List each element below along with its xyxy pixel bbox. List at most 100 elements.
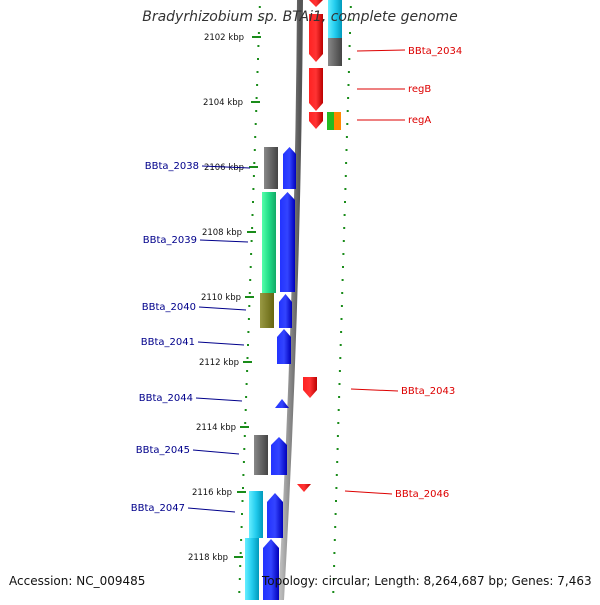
reverse-strand-genes xyxy=(297,0,323,492)
track-dot xyxy=(257,32,260,34)
track-dot xyxy=(241,513,243,515)
track-dot xyxy=(344,188,347,190)
track-dot xyxy=(346,123,349,125)
track-dot xyxy=(349,32,351,34)
track-dot xyxy=(257,45,260,47)
track-dot xyxy=(248,292,251,294)
leader-line xyxy=(195,397,243,402)
track-dot xyxy=(243,448,246,450)
track-dot xyxy=(337,409,340,411)
track-dot xyxy=(239,565,242,567)
map-title: Bradyrhizobium sp. BTAi1, complete genom… xyxy=(142,9,458,25)
track-dot xyxy=(339,344,342,346)
tick-label: 2112 kbp xyxy=(199,358,239,368)
gene-label[interactable]: BBta_2045 xyxy=(136,445,240,456)
leader-line xyxy=(350,388,399,392)
track-dot xyxy=(245,383,248,385)
tick: 2102 kbp xyxy=(204,33,261,43)
gene-arrow-reverse xyxy=(303,377,317,398)
track-dot xyxy=(258,6,261,8)
track-dot xyxy=(349,6,352,8)
track-dot xyxy=(340,305,343,307)
track-dot xyxy=(256,84,259,86)
gene-label-text: BBta_2040 xyxy=(142,302,196,313)
track-dot xyxy=(336,448,339,450)
track-dot xyxy=(251,214,254,216)
gene-label[interactable]: BBta_2040 xyxy=(142,302,247,313)
track-dot xyxy=(343,214,346,216)
gene-label[interactable]: BBta_2047 xyxy=(131,503,236,514)
cog-box-gray xyxy=(254,435,268,475)
cog-box-cyan xyxy=(249,491,263,538)
gene-arrow-forward xyxy=(283,147,296,189)
tick-label: 2102 kbp xyxy=(204,33,244,43)
track-dot xyxy=(255,97,258,99)
track-dot xyxy=(334,513,337,515)
leader-line xyxy=(344,490,393,495)
track-dot xyxy=(338,396,341,398)
scale-ticks: 2102 kbp 2104 kbp 2106 kbp 2108 kbp 2110… xyxy=(188,33,261,563)
cog-box-lime xyxy=(327,112,334,130)
track-dot xyxy=(252,175,255,177)
gene-label[interactable]: BBta_2038 xyxy=(145,161,251,172)
track-dot xyxy=(244,409,247,411)
gene-label-text: BBta_2043 xyxy=(401,386,455,397)
leader-line xyxy=(356,49,406,52)
tick: 2110 kbp xyxy=(201,293,254,303)
track-dot xyxy=(342,240,345,242)
cog-box-gray xyxy=(328,38,342,66)
tick-label: 2118 kbp xyxy=(188,553,228,563)
track-dot xyxy=(251,227,254,229)
track-dot xyxy=(333,552,336,554)
track-dot xyxy=(347,71,350,73)
track-dot xyxy=(332,578,335,580)
track-dot xyxy=(247,331,250,333)
gene-label[interactable]: BBta_2043 xyxy=(350,386,455,397)
gene-label[interactable]: BBta_2039 xyxy=(143,235,249,246)
gene-label[interactable]: regA xyxy=(357,115,431,126)
track-dot xyxy=(248,305,251,307)
gene-label-text: BBta_2038 xyxy=(145,161,199,172)
gene-label[interactable]: BBta_2041 xyxy=(141,337,245,348)
tick: 2108 kbp xyxy=(202,228,256,238)
track-dot xyxy=(242,461,245,463)
track-dot xyxy=(240,539,243,541)
track-dot xyxy=(337,422,340,424)
gene-arrow-reverse xyxy=(297,484,311,492)
dotted-tracks xyxy=(238,6,352,593)
gene-label-text: BBta_2034 xyxy=(408,46,462,57)
gene-label-text: BBta_2044 xyxy=(139,393,193,404)
track-dot xyxy=(342,266,344,268)
track-dot xyxy=(249,266,252,268)
track-dot xyxy=(334,526,337,528)
cog-box-orange xyxy=(334,112,341,130)
tick: 2118 kbp xyxy=(188,553,243,563)
gene-label[interactable]: BBta_2046 xyxy=(344,489,449,500)
gene-label[interactable]: BBta_2044 xyxy=(139,393,243,404)
gene-arrow-forward xyxy=(271,437,287,475)
track-dot xyxy=(239,552,242,554)
track-dot xyxy=(254,123,257,125)
track-dot xyxy=(333,565,336,567)
track-dot xyxy=(252,188,255,190)
gene-label[interactable]: regB xyxy=(357,84,431,95)
gene-arrow-forward xyxy=(275,399,289,408)
gene-arrow-reverse xyxy=(309,68,323,111)
cog-box-gray xyxy=(264,147,278,189)
leader-line xyxy=(192,449,240,455)
tick: 2104 kbp xyxy=(203,98,260,108)
tick: 2106 kbp xyxy=(204,163,258,173)
track-dot xyxy=(336,435,339,437)
track-dot xyxy=(332,591,335,593)
gene-arrow-forward xyxy=(280,192,295,292)
gene-label[interactable]: BBta_2034 xyxy=(356,46,462,57)
tick: 2114 kbp xyxy=(196,423,249,433)
track-dot xyxy=(247,344,249,346)
track-dot xyxy=(336,461,339,463)
track-dot xyxy=(333,539,336,541)
leader-line xyxy=(197,341,245,346)
track-dot xyxy=(340,331,343,333)
leader-line xyxy=(201,165,251,169)
track-dot xyxy=(238,578,241,580)
track-dot xyxy=(252,201,254,203)
